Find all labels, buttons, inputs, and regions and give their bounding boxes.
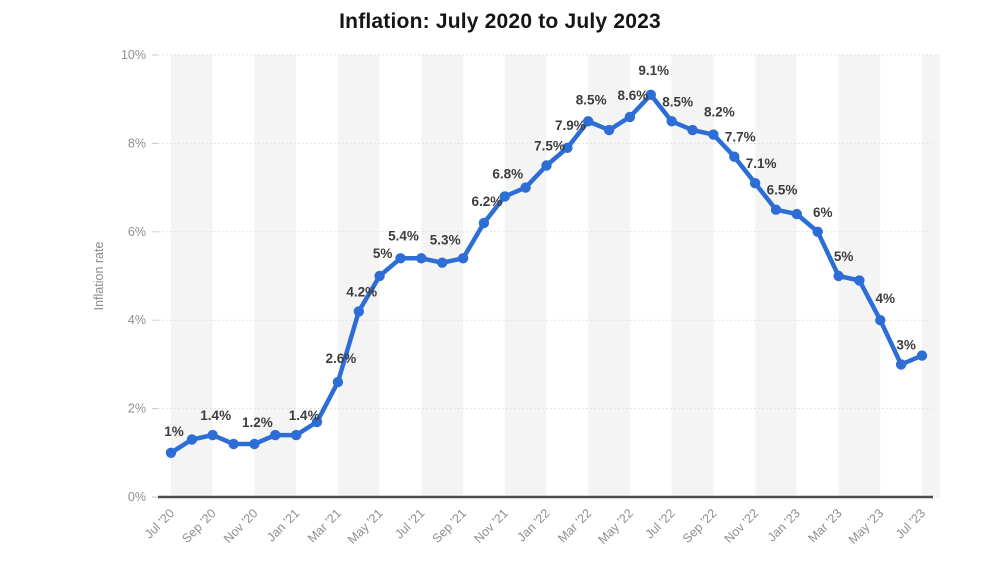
x-tick-label: Mar '23 xyxy=(806,506,845,545)
data-point-label: 8.2% xyxy=(704,105,735,120)
data-point[interactable] xyxy=(165,447,177,458)
data-point[interactable] xyxy=(562,142,573,153)
data-point[interactable] xyxy=(875,315,886,326)
data-point-label: 5% xyxy=(373,246,393,261)
data-point[interactable] xyxy=(833,270,844,282)
data-point-label: 6.5% xyxy=(767,183,798,198)
background-band xyxy=(421,55,464,497)
y-tick-label: 2% xyxy=(128,402,146,416)
data-point[interactable] xyxy=(437,257,448,268)
data-point[interactable] xyxy=(708,129,719,140)
background-band xyxy=(254,55,297,497)
data-point-label: 7.1% xyxy=(746,156,777,171)
x-tick-label: Sep '22 xyxy=(680,506,720,546)
data-point[interactable] xyxy=(374,270,385,282)
data-point[interactable] xyxy=(249,438,260,450)
data-point-label: 7.7% xyxy=(725,130,756,145)
background-band xyxy=(922,55,940,497)
y-tick-label: 6% xyxy=(128,225,146,239)
data-point[interactable] xyxy=(812,226,823,237)
y-axis-title: Inflation rate xyxy=(92,242,106,311)
data-point-label: 6% xyxy=(813,205,833,220)
data-point-label: 1.4% xyxy=(200,408,231,423)
data-point-label: 6.8% xyxy=(492,166,523,181)
data-point[interactable] xyxy=(416,253,427,264)
data-point[interactable] xyxy=(270,429,281,441)
chart-title: Inflation: July 2020 to July 2023 xyxy=(339,10,661,33)
data-point[interactable] xyxy=(207,429,218,441)
data-point[interactable] xyxy=(770,204,782,215)
data-point[interactable] xyxy=(916,350,928,361)
data-point-label: 8.6% xyxy=(618,88,649,103)
data-point[interactable] xyxy=(395,253,406,264)
y-tick-label: 8% xyxy=(128,136,146,150)
y-tick-label: 0% xyxy=(128,490,146,504)
data-point-label: 5% xyxy=(834,249,854,264)
x-tick-label: May '22 xyxy=(595,506,636,547)
data-point-label: 1.4% xyxy=(289,408,320,423)
data-point[interactable] xyxy=(478,217,490,229)
data-point[interactable] xyxy=(311,416,323,428)
data-point-label: 5.4% xyxy=(388,228,419,243)
data-point-label: 5.3% xyxy=(430,233,461,248)
data-point-label: 8.5% xyxy=(576,92,607,107)
data-point[interactable] xyxy=(228,438,239,450)
data-point-label: 9.1% xyxy=(638,63,669,78)
x-tick-label: Jul '23 xyxy=(893,506,928,541)
data-point-label: 7.5% xyxy=(534,139,565,154)
data-point[interactable] xyxy=(541,160,552,171)
data-point[interactable] xyxy=(457,253,469,264)
data-point-label: 3% xyxy=(896,337,916,352)
data-point[interactable] xyxy=(666,116,677,127)
x-tick-label: Jan '23 xyxy=(765,506,803,544)
x-tick-label: Nov '21 xyxy=(471,506,511,546)
data-point[interactable] xyxy=(645,89,656,101)
x-tick-label: Jul '20 xyxy=(142,506,177,541)
data-point-label: 8.5% xyxy=(662,94,693,109)
data-point[interactable] xyxy=(624,111,636,123)
x-tick-label: Mar '21 xyxy=(305,506,344,545)
data-point[interactable] xyxy=(499,191,510,202)
y-tick-label: 4% xyxy=(128,313,146,327)
data-point-label: 1.2% xyxy=(242,415,273,430)
x-tick-label: Jan '21 xyxy=(264,506,302,544)
data-point[interactable] xyxy=(854,275,865,286)
background-band xyxy=(504,55,547,497)
data-point[interactable] xyxy=(687,124,698,136)
background-band xyxy=(671,55,714,497)
data-point-label: 2.6% xyxy=(326,351,357,366)
data-point-label: 4% xyxy=(876,291,896,306)
data-point-label: 1% xyxy=(164,424,184,439)
data-point[interactable] xyxy=(332,376,344,388)
data-point-label: 7.9% xyxy=(555,118,586,133)
data-point-label: 4.2% xyxy=(346,284,377,299)
data-point[interactable] xyxy=(520,182,531,193)
background-band xyxy=(755,55,797,497)
data-point[interactable] xyxy=(583,116,594,127)
x-tick-label: Jan '22 xyxy=(514,506,552,544)
x-tick-label: Nov '22 xyxy=(722,506,762,546)
data-point[interactable] xyxy=(729,151,740,162)
x-tick-label: Sep '21 xyxy=(430,506,470,546)
x-tick-label: Sep '20 xyxy=(179,506,219,546)
data-point[interactable] xyxy=(603,124,615,136)
data-point[interactable] xyxy=(749,178,761,189)
x-tick-label: Jul '21 xyxy=(392,506,427,541)
x-tick-label: May '23 xyxy=(846,506,887,547)
background-band xyxy=(337,55,380,497)
x-tick-label: Nov '20 xyxy=(221,506,261,546)
data-point[interactable] xyxy=(791,208,802,220)
data-point[interactable] xyxy=(353,306,364,317)
x-tick-label: Jul '22 xyxy=(643,506,678,541)
x-tick-label: Mar '22 xyxy=(555,506,594,545)
data-point[interactable] xyxy=(895,359,907,370)
data-point[interactable] xyxy=(186,434,198,445)
data-point-label: 6.2% xyxy=(472,194,503,209)
background-band xyxy=(171,55,213,497)
x-tick-label: May '21 xyxy=(345,506,386,547)
data-point[interactable] xyxy=(291,429,302,441)
y-tick-label: 10% xyxy=(121,48,146,62)
